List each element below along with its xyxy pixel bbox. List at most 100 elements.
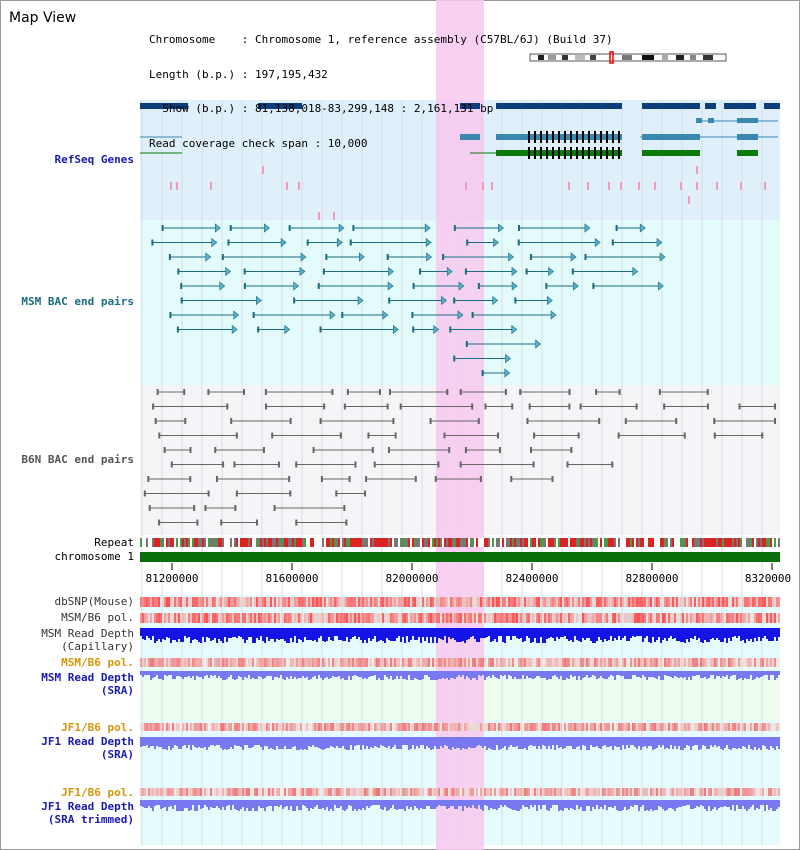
exon-mark (534, 147, 536, 159)
track-label-repeat[interactable]: Repeat (94, 536, 134, 549)
polymorphism-cell (250, 658, 252, 667)
track-label-msm-read-depth-sra[interactable]: MSM Read Depth (SRA) (41, 671, 134, 697)
polymorphism-cell (422, 723, 424, 731)
polymorphism-cell (444, 723, 446, 731)
bac-end-mark (663, 403, 666, 410)
polymorphism-cell (352, 613, 354, 623)
polymorphism-cell (368, 788, 370, 796)
track-label-msm-b6-pol[interactable]: MSM/B6 pol. (61, 611, 134, 624)
polymorphism-cell (710, 723, 712, 731)
read-depth-bar (474, 628, 476, 639)
read-depth-bar (690, 737, 692, 750)
bac-end-mark (341, 312, 344, 318)
read-depth-bar (160, 671, 162, 679)
polymorphism-cell (268, 723, 270, 731)
track-label-refseq[interactable]: RefSeq Genes (54, 153, 134, 166)
polymorphism-cell (156, 658, 158, 667)
read-depth-bar (716, 671, 718, 676)
read-depth-bar (726, 737, 728, 745)
read-depth-bar (174, 628, 176, 640)
track-label-jf1-read-depth-trimmed[interactable]: JF1 Read Depth (SRA trimmed) (41, 800, 134, 826)
polymorphism-cell (600, 658, 602, 667)
repeat-block (738, 538, 740, 547)
polymorphism-cell (582, 613, 584, 623)
polymorphism-cell (372, 613, 374, 623)
read-depth-bar (436, 671, 438, 680)
read-depth-bar (706, 628, 708, 642)
polymorphism-cell (514, 723, 516, 731)
bac-end-mark (414, 476, 417, 482)
read-depth-bar (660, 671, 662, 680)
read-depth-bar (394, 628, 396, 641)
bac-end-mark (497, 432, 500, 439)
polymorphism-cell (530, 613, 532, 623)
polymorphism-cell (238, 723, 240, 731)
read-depth-bar (182, 628, 184, 642)
read-depth-bar (738, 737, 740, 748)
polymorphism-cell (358, 723, 360, 731)
track-label-chromosome[interactable]: chromosome 1 (54, 550, 134, 563)
polymorphism-cell (530, 597, 532, 607)
read-depth-bar (518, 628, 520, 639)
variant-tick (696, 166, 698, 174)
read-depth-bar (758, 800, 760, 809)
polymorphism-cell (410, 658, 412, 667)
repeat-block (490, 538, 492, 547)
polymorphism-cell (552, 723, 554, 731)
polymorphism-cell (176, 658, 178, 667)
read-depth-bar (142, 737, 144, 746)
track-label-b6n-bac[interactable]: B6N BAC end pairs (21, 453, 134, 466)
read-depth-bar (304, 800, 306, 806)
polymorphism-cell (276, 723, 278, 731)
read-depth-bar (462, 800, 464, 811)
track-label-msm-read-depth-capillary[interactable]: MSM Read Depth (Capillary) (41, 627, 134, 653)
read-depth-bar (480, 800, 482, 809)
polymorphism-cell (306, 597, 308, 607)
polymorphism-cell (224, 597, 226, 607)
track-label-jf1-b6-pol[interactable]: JF1/B6 pol. (61, 721, 134, 734)
track-label-jf1-b6-pol-trimmed[interactable]: JF1/B6 pol. (61, 786, 134, 799)
read-depth-bar (238, 671, 240, 676)
read-depth-bar (612, 800, 614, 808)
track-label-dbsnp[interactable]: dbSNP(Mouse) (54, 595, 134, 608)
polymorphism-cell (614, 613, 616, 623)
polymorphism-cell (526, 613, 528, 623)
bac-end-arrow (511, 324, 518, 335)
read-depth-bar (464, 671, 466, 679)
polymorphism-cell (156, 723, 158, 731)
ideogram-position-marker (609, 51, 614, 64)
polymorphism-cell (306, 658, 308, 667)
polymorphism-cell (616, 597, 618, 607)
bac-end-arrow (504, 368, 511, 378)
track-label-jf1-read-depth-sra[interactable]: JF1 Read Depth (SRA) (41, 735, 134, 761)
read-depth-bar (734, 800, 736, 811)
read-depth-bar (616, 628, 618, 640)
polymorphism-cell (428, 788, 430, 796)
read-depth-bar (294, 737, 296, 746)
repeat-block (386, 538, 388, 547)
ideogram-band (642, 55, 654, 60)
read-depth-bar (266, 671, 268, 676)
read-depth-bar (546, 800, 548, 810)
gene-exon-block (258, 103, 302, 109)
polymorphism-cell (776, 658, 778, 667)
repeat-block (678, 538, 680, 547)
repeat-block (630, 538, 632, 547)
polymorphism-cell (360, 597, 362, 607)
track-label-msm-b6-pol-sra[interactable]: MSM/B6 pol. (61, 656, 134, 669)
polymorphism-cell (174, 597, 176, 607)
repeat-block (430, 538, 432, 547)
read-depth-bar (630, 671, 632, 679)
read-depth-bar (482, 628, 484, 638)
track-label-msm-bac[interactable]: MSM BAC end pairs (21, 295, 134, 308)
polymorphism-cell (486, 788, 488, 796)
polymorphism-cell (592, 597, 594, 607)
read-depth-bar (268, 800, 270, 806)
polymorphism-cell (198, 613, 200, 623)
read-depth-bar (478, 800, 480, 805)
info-chromosome: Chromosome : Chromosome 1, reference ass… (149, 33, 613, 46)
polymorphism-cell (594, 658, 596, 667)
repeat-block (658, 538, 660, 547)
read-depth-bar (234, 671, 236, 680)
